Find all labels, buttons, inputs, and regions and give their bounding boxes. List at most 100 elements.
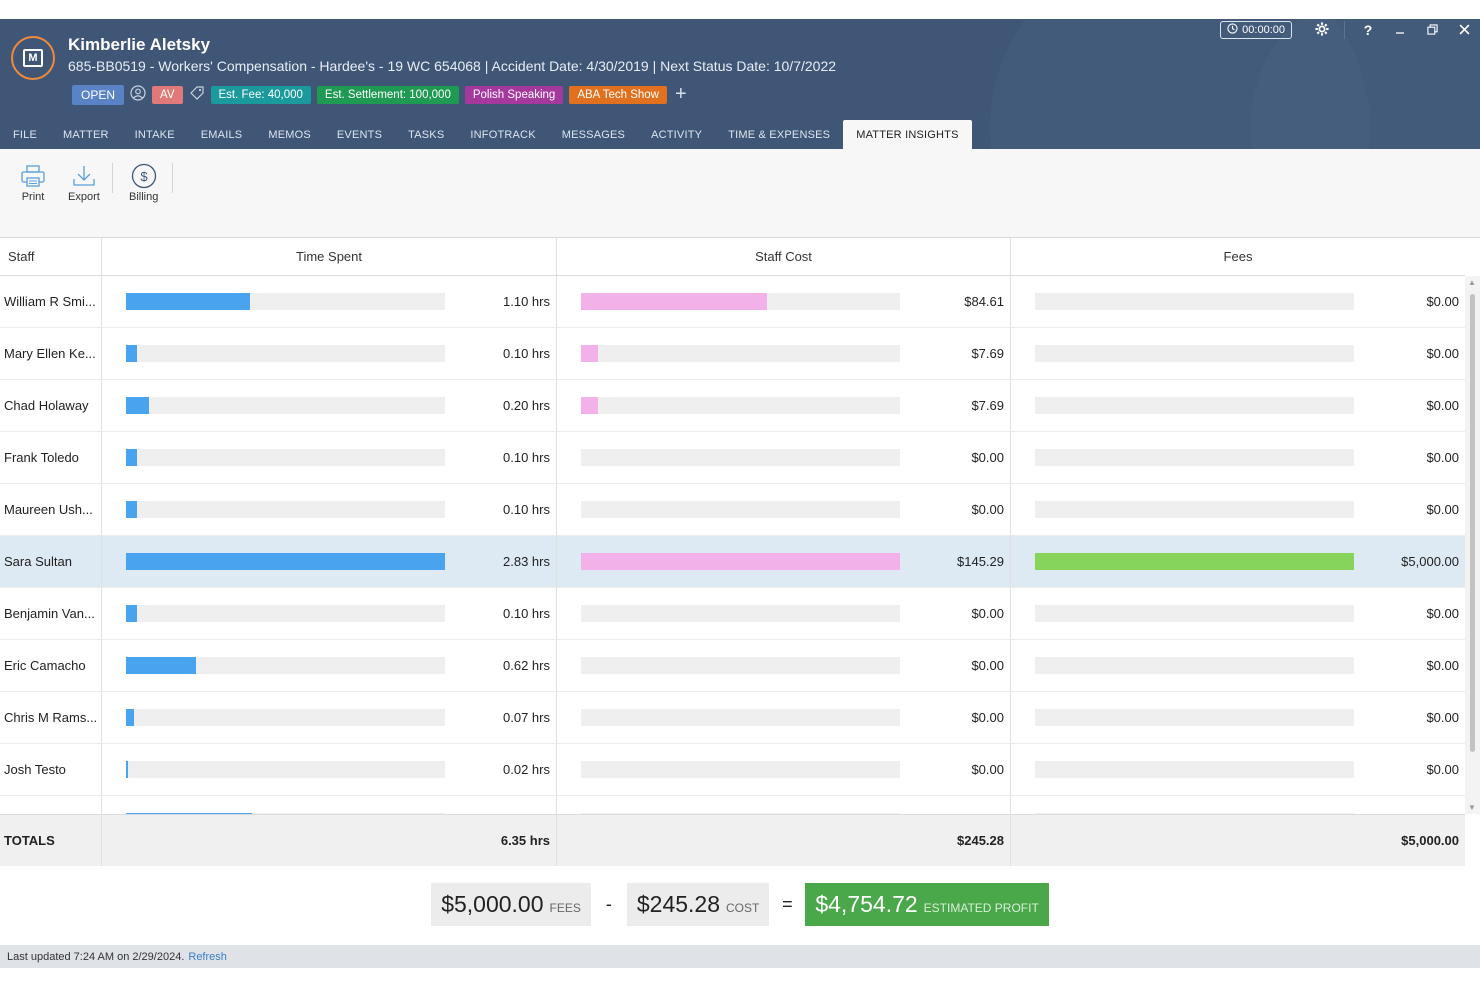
column-header-fees[interactable]: Fees (1223, 248, 1253, 264)
staff-cost-value: $0.00 (971, 762, 1004, 777)
help-button[interactable]: ? (1363, 22, 1373, 38)
tab-file[interactable]: FILE (13, 128, 38, 141)
table-row[interactable]: Mary Ellen Ke... 0.10 hrs $7.69 $0.00 (0, 328, 1465, 380)
staff-cost-bar-track (581, 501, 900, 518)
status-badge[interactable]: OPEN (72, 84, 125, 105)
time-spent-bar-track (126, 657, 445, 674)
tab-matter-insights[interactable]: MATTER INSIGHTS (843, 120, 972, 149)
tag-badge[interactable]: Polish Speaking (464, 85, 564, 104)
fees-cell: $0.00 (1011, 640, 1465, 691)
staff-cost-value: $7.69 (971, 398, 1004, 413)
fees-bar-track (1035, 553, 1354, 570)
time-spent-bar-track (126, 761, 445, 778)
table-row[interactable]: Sara Sultan 2.83 hrs $145.29 $5,000.00 (0, 536, 1465, 588)
table-row[interactable]: Eric Camacho 0.62 hrs $0.00 $0.00 (0, 640, 1465, 692)
table-scrollbar[interactable]: ▲ ▼ (1465, 276, 1480, 814)
table-row[interactable]: William R Smi... 1.10 hrs $84.61 $0.00 (0, 276, 1465, 328)
print-button[interactable]: Print (20, 161, 46, 203)
restore-icon[interactable] (1416, 22, 1448, 38)
cost-summary: $245.28 COST (626, 883, 770, 926)
user-circle-icon[interactable] (130, 85, 146, 104)
fees-value: $5,000.00 (1401, 554, 1459, 569)
settings-gear-icon[interactable] (1306, 21, 1338, 39)
tab-tasks[interactable]: TASKS (408, 128, 445, 141)
time-spent-bar-track (126, 709, 445, 726)
staff-cost-cell: $0.00 (557, 484, 1011, 535)
staff-name: Sara Sultan (0, 536, 102, 587)
time-spent-value: 0.62 hrs (503, 658, 550, 673)
tag-badge[interactable]: Est. Settlement: 100,000 (316, 85, 459, 104)
table-row[interactable]: Maureen Ush... 0.10 hrs $0.00 $0.00 (0, 484, 1465, 536)
time-spent-value: 0.10 hrs (503, 606, 550, 621)
tab-messages[interactable]: MESSAGES (561, 128, 626, 141)
tag-badge[interactable]: ABA Tech Show (569, 85, 667, 104)
table-row[interactable]: Chris M Rams... 0.07 hrs $0.00 $0.00 (0, 692, 1465, 744)
scrollbar-thumb[interactable] (1470, 294, 1475, 752)
table-row[interactable]: Sarah Kumpula 1.12 hrs $0.00 $0.00 (0, 796, 1465, 814)
tab-time-expenses[interactable]: TIME & EXPENSES (728, 128, 831, 141)
export-button[interactable]: Export (68, 161, 100, 203)
table-row[interactable]: Chad Holaway 0.20 hrs $7.69 $0.00 (0, 380, 1465, 432)
status-bar: Last updated 7:24 AM on 2/29/2024. Refre… (0, 945, 1480, 968)
timer-button[interactable]: 00:00:00 (1220, 21, 1292, 39)
staff-cost-cell: $0.00 (557, 432, 1011, 483)
staff-cost-cell: $7.69 (557, 328, 1011, 379)
fees-cell: $0.00 (1011, 432, 1465, 483)
client-name[interactable]: Kimberlie Aletsky (68, 35, 211, 54)
staff-cost-bar (581, 345, 598, 362)
clock-icon (1227, 23, 1238, 37)
tab-infotrack[interactable]: INFOTRACK (470, 128, 536, 141)
tab-emails[interactable]: EMAILS (200, 128, 243, 141)
billing-button[interactable]: $ Billing (129, 161, 158, 203)
fees-bar-track (1035, 293, 1354, 310)
staff-cost-cell: $84.61 (557, 276, 1011, 327)
svg-text:$: $ (140, 169, 148, 184)
time-spent-cell: 0.62 hrs (102, 640, 557, 691)
add-tag-button[interactable]: + (674, 83, 687, 105)
time-spent-bar-track (126, 293, 445, 310)
fees-bar-track (1035, 501, 1354, 518)
tag-icon[interactable] (189, 85, 205, 104)
assignee-initials-badge[interactable]: AV (152, 85, 183, 104)
tab-matter[interactable]: MATTER (63, 128, 109, 141)
fees-value: $0.00 (1426, 398, 1459, 413)
tab-memos[interactable]: MEMOS (268, 128, 311, 141)
time-spent-value: 0.10 hrs (503, 346, 550, 361)
staff-cost-cell: $0.00 (557, 744, 1011, 795)
staff-cost-bar-track (581, 657, 900, 674)
column-header-staff-cost[interactable]: Staff Cost (557, 237, 1011, 275)
fees-value: $0.00 (1426, 606, 1459, 621)
staff-cost-value: $0.00 (971, 502, 1004, 517)
tab-intake[interactable]: INTAKE (134, 128, 175, 141)
tab-activity[interactable]: ACTIVITY (651, 128, 703, 141)
staff-cost-cell: $0.00 (557, 588, 1011, 639)
minimize-icon[interactable] (1384, 22, 1416, 38)
column-header-time-spent[interactable]: Time Spent (102, 237, 557, 275)
time-spent-cell: 0.10 hrs (102, 432, 557, 483)
timer-value: 00:00:00 (1242, 24, 1285, 36)
profit-amount: $4,754.72 (815, 891, 918, 917)
time-spent-value: 0.20 hrs (503, 398, 550, 413)
close-icon[interactable] (1448, 22, 1480, 38)
time-spent-bar (126, 657, 196, 674)
staff-cost-value: $145.29 (957, 554, 1004, 569)
staff-cost-bar-track (581, 813, 900, 814)
staff-cost-bar-track (581, 397, 900, 414)
tab-events[interactable]: EVENTS (336, 128, 383, 141)
table-row[interactable]: Frank Toledo 0.10 hrs $0.00 $0.00 (0, 432, 1465, 484)
matter-badges: OPEN AV Est. Fee: 40,000 Est. Settlement:… (72, 83, 687, 106)
equals-operator: = (782, 894, 793, 914)
cost-caption: COST (726, 901, 760, 915)
fees-cell: $0.00 (1011, 380, 1465, 431)
matter-tabs: FILE MATTER INTAKE EMAILS MEMOS EVENTS TASKS IN… (0, 120, 972, 149)
column-header-staff[interactable]: Staff (0, 237, 102, 275)
fees-bar-track (1035, 657, 1354, 674)
table-row[interactable]: Benjamin Van... 0.10 hrs $0.00 $0.00 (0, 588, 1465, 640)
toolbar: Print Export $ Billing (0, 149, 1480, 238)
app-logo-icon[interactable]: M (11, 36, 55, 80)
table-row[interactable]: Josh Testo 0.02 hrs $0.00 $0.00 (0, 744, 1465, 796)
scroll-down-icon[interactable]: ▼ (1468, 803, 1476, 812)
scroll-up-icon[interactable]: ▲ (1468, 278, 1476, 287)
tag-badge[interactable]: Est. Fee: 40,000 (210, 85, 311, 104)
refresh-link[interactable]: Refresh (188, 950, 227, 963)
